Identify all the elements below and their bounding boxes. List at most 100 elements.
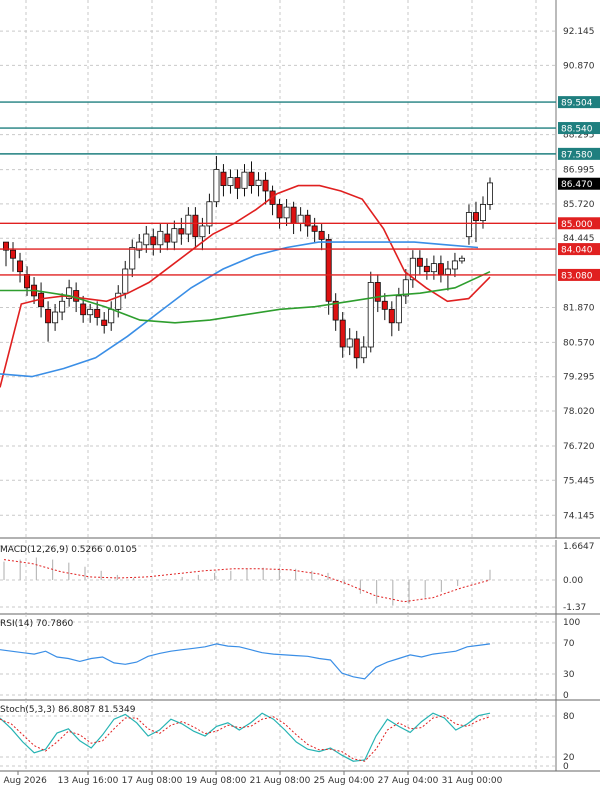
candle	[129, 239, 136, 278]
candle-body-down	[3, 241, 9, 251]
candle-body-down	[10, 249, 17, 259]
candle-body-down	[388, 308, 395, 324]
candle	[360, 336, 367, 364]
time-tick-label: 12 Aug 2026	[0, 776, 47, 786]
indicator-tick-label: 0.00	[563, 576, 583, 586]
candle-body-down	[381, 300, 388, 310]
candle-body-up	[360, 346, 367, 359]
indicator-tick-label: 0	[563, 691, 569, 701]
candle	[241, 164, 248, 197]
time-tick-label: 25 Aug 04:00	[314, 776, 375, 786]
candle	[269, 185, 276, 216]
candle	[416, 250, 423, 275]
candle	[381, 293, 388, 321]
candle-body-down	[45, 308, 52, 324]
candle-body-up	[227, 177, 234, 187]
candle	[220, 164, 227, 197]
candle	[388, 301, 395, 337]
candle	[290, 201, 297, 235]
price-tick-label: 86.995	[563, 166, 595, 176]
price-tick-label: 84.445	[563, 234, 595, 244]
candle-body-up	[87, 308, 94, 316]
candle-body-up	[465, 212, 472, 238]
moving-average-line	[0, 241, 479, 378]
candle	[353, 330, 360, 369]
candle-body-down	[17, 260, 24, 273]
candle-body-up	[458, 257, 465, 262]
candle	[45, 301, 52, 342]
candle	[192, 207, 199, 248]
price-tick-label: 85.720	[563, 200, 595, 210]
candle-body-down	[94, 308, 101, 318]
time-tick-label: 17 Aug 08:00	[122, 776, 183, 786]
candle-body-down	[416, 257, 423, 267]
stoch-k-line	[0, 712, 491, 762]
candle-body-up	[59, 300, 66, 313]
candle-body-down	[472, 212, 479, 221]
candle-body-up	[402, 279, 409, 297]
candle-body-down	[262, 179, 269, 192]
candle	[346, 328, 353, 356]
candle	[171, 220, 178, 251]
candle	[59, 293, 66, 321]
candle	[143, 225, 150, 253]
candle	[374, 274, 381, 313]
candle	[234, 169, 241, 200]
candle-body-down	[80, 303, 87, 316]
candle	[311, 217, 318, 243]
macd-signal-line	[3, 559, 491, 603]
indicator-tick-label: -1.37	[563, 603, 586, 613]
candle	[136, 234, 143, 259]
stoch-panel: 80 200 Stoch(5,3,3) 86.8087 81.5349	[0, 700, 600, 772]
candle	[206, 193, 213, 235]
candle-body-down	[332, 300, 339, 321]
level-label: 87.580	[561, 150, 593, 160]
level-tag	[558, 147, 600, 160]
candle-body-up	[395, 295, 402, 324]
price-tick-label: 79.295	[563, 373, 595, 383]
candle	[437, 255, 444, 283]
level-label: 84.040	[561, 246, 593, 256]
candle-body-down	[234, 177, 241, 189]
candle-body-down	[164, 233, 171, 243]
moving-average-line	[0, 270, 491, 324]
indicator-title: MACD(12,26,9) 0.5266 0.0105	[0, 545, 137, 555]
candle-body-up	[136, 241, 143, 251]
level-tag	[558, 268, 600, 281]
last-price-label: 86.470	[561, 180, 593, 190]
indicator-tick-label: 100	[563, 618, 580, 628]
macd-panel: 1.6647 0.00 -1.37 MACD(12,26,9) 0.5266 0.01…	[0, 540, 600, 615]
candle-body-down	[150, 236, 157, 246]
candle-body-down	[276, 204, 283, 219]
candle	[332, 293, 339, 331]
candle	[108, 301, 115, 331]
candle	[3, 241, 9, 267]
candle-body-up	[52, 311, 59, 324]
candle-body-up	[185, 214, 192, 235]
candle-body-up	[171, 228, 178, 243]
candle	[150, 228, 157, 256]
indicator-tick-label: 0	[563, 762, 569, 772]
candle-body-up	[479, 204, 486, 221]
candle-body-up	[297, 214, 304, 224]
candle-body-down	[178, 228, 185, 235]
candle-body-down	[73, 290, 80, 302]
candle-body-down	[290, 206, 297, 224]
candle-body-up	[346, 338, 353, 348]
time-tick-label: 31 Aug 00:00	[442, 776, 503, 786]
candle-body-down	[339, 319, 346, 348]
candle	[486, 177, 493, 210]
level-tag	[558, 122, 600, 135]
time-tick-label: 19 Aug 08:00	[186, 776, 247, 786]
candle	[10, 242, 17, 272]
candle	[248, 161, 255, 194]
candle	[52, 303, 59, 331]
level-label: 89.504	[561, 99, 593, 109]
candle-body-up	[241, 171, 248, 189]
candle	[458, 255, 465, 264]
candle-body-down	[192, 214, 199, 238]
candle	[87, 303, 94, 323]
candle-body-up	[430, 263, 437, 273]
